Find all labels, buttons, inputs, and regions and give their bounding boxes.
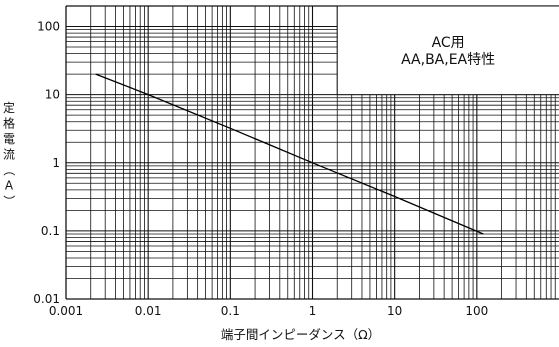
- y-tick-label: 0.01: [33, 292, 60, 306]
- y-tick-label: 0.1: [41, 224, 60, 238]
- y-axis-label-char: 格: [3, 116, 15, 131]
- y-axis-label-char: （: [2, 164, 16, 176]
- x-tick-label: 0.1: [221, 304, 240, 318]
- annotation-line-1: AC用: [432, 35, 465, 51]
- y-tick-label: 1: [52, 156, 60, 170]
- y-axis-label-char: ）: [2, 195, 16, 207]
- annotation-box: [336, 5, 559, 96]
- x-tick-labels: 0.001 0.01 0.1 1 10 100: [49, 304, 488, 318]
- annotation-line-2: AA,BA,EA特性: [401, 52, 495, 68]
- grid-lines: [65, 5, 559, 300]
- series-layer: [95, 73, 484, 235]
- x-tick-label: 0.001: [49, 304, 83, 318]
- x-tick-label: 10: [387, 304, 402, 318]
- y-axis-label-char: 流: [3, 148, 15, 162]
- y-tick-label: 10: [45, 88, 60, 102]
- x-tick-label: 100: [465, 304, 488, 318]
- y-axis-label-char: A: [5, 179, 14, 193]
- series-line-0: [95, 73, 484, 235]
- x-tick-label: 1: [309, 304, 317, 318]
- y-axis-label-char: 定: [3, 100, 15, 115]
- x-axis-label: 端子間インピーダンス（Ω）: [221, 327, 380, 342]
- y-tick-labels: 0.01 0.1 1 10 100: [33, 20, 60, 306]
- y-tick-label: 100: [37, 20, 60, 34]
- x-tick-label: 0.01: [135, 304, 162, 318]
- y-axis-label-char: 電: [3, 132, 15, 146]
